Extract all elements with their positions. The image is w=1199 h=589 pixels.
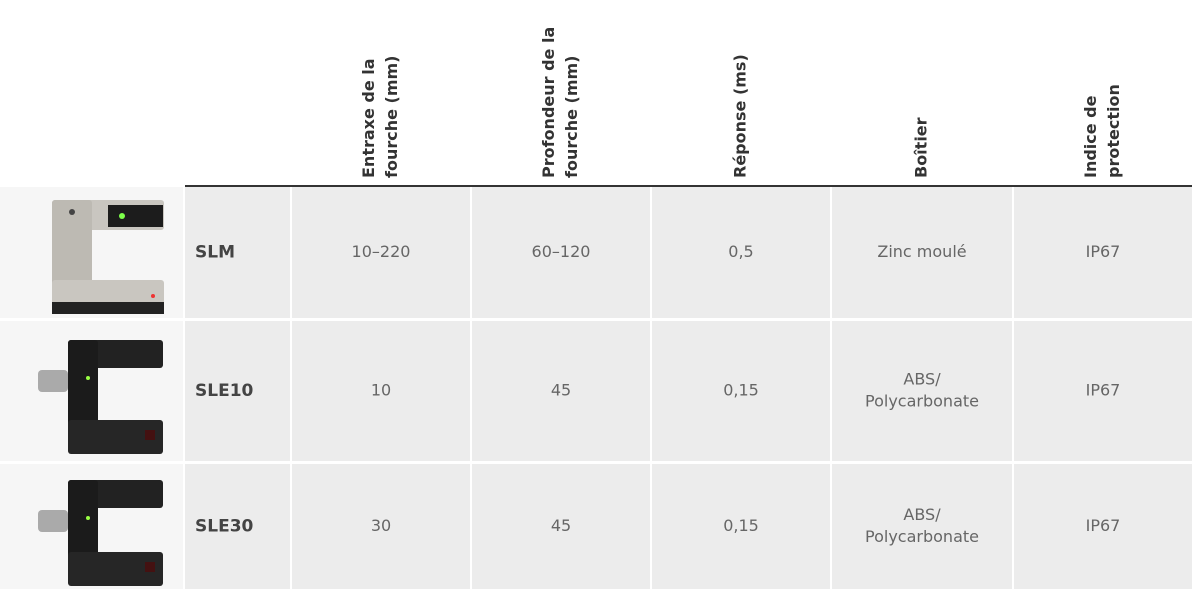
row-cell xyxy=(472,321,650,461)
row-cell xyxy=(652,321,830,461)
row-cell xyxy=(185,321,290,461)
cell-value: 45 xyxy=(551,516,571,535)
cell-value: 0,15 xyxy=(723,381,759,400)
cell-value: Polycarbonate xyxy=(865,392,979,411)
cell-value: Polycarbonate xyxy=(865,527,979,546)
cell-value: 10 xyxy=(371,381,391,400)
cell-value: IP67 xyxy=(1086,381,1121,400)
row-cell xyxy=(472,187,650,318)
column-header: protection xyxy=(1104,84,1123,178)
row-cell xyxy=(292,464,470,589)
cell-value: 10–220 xyxy=(352,242,411,261)
row-cell xyxy=(185,187,290,318)
row-cell xyxy=(652,187,830,318)
cell-value: 45 xyxy=(551,381,571,400)
column-header: Réponse (ms) xyxy=(731,54,750,178)
row-cell xyxy=(652,464,830,589)
row-cell xyxy=(185,464,290,589)
product-name: SLM xyxy=(195,243,235,263)
row-cell xyxy=(832,187,1012,318)
row-cell xyxy=(292,321,470,461)
cell-value: IP67 xyxy=(1086,242,1121,261)
row-cell xyxy=(292,187,470,318)
row-cell xyxy=(832,321,1012,461)
row-cell xyxy=(1014,321,1192,461)
product-image-sle10 xyxy=(38,340,163,454)
row-cell xyxy=(1014,464,1192,589)
column-header: Indice de xyxy=(1081,95,1100,178)
cell-value: ABS/ xyxy=(903,370,941,389)
product-name: SLE10 xyxy=(195,381,254,401)
row-cell xyxy=(1014,187,1192,318)
row-cell xyxy=(832,464,1012,589)
column-header: fourche (mm) xyxy=(562,56,581,179)
cell-value: Zinc moulé xyxy=(877,242,966,261)
column-header: Profondeur de la xyxy=(539,27,558,178)
cell-value: ABS/ xyxy=(903,505,941,524)
product-name: SLE30 xyxy=(195,517,254,537)
cell-value: IP67 xyxy=(1086,516,1121,535)
column-header: Boîtier xyxy=(912,117,931,178)
column-header: fourche (mm) xyxy=(382,56,401,179)
product-image-slm xyxy=(52,200,164,314)
cell-value: 60–120 xyxy=(532,242,591,261)
cell-value: 30 xyxy=(371,516,391,535)
header-rule xyxy=(185,185,1192,187)
product-image-sle30 xyxy=(38,480,163,586)
cell-value: 0,5 xyxy=(728,242,753,261)
column-header: Entraxe de la xyxy=(359,58,378,178)
cell-value: 0,15 xyxy=(723,516,759,535)
row-cell xyxy=(472,464,650,589)
